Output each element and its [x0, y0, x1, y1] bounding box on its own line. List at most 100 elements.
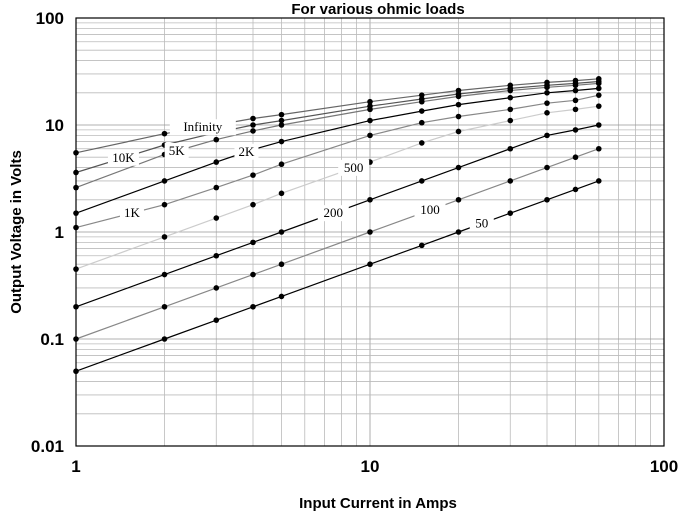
data-point [455, 93, 462, 100]
series-labels: Infinity 10K 5K 2K 1K 500 200 100 50 [107, 119, 494, 232]
series-label-box [164, 143, 189, 160]
data-point [278, 122, 285, 128]
series-label-10k: 10K [107, 149, 139, 166]
data-point [73, 266, 79, 272]
data-point [367, 117, 373, 124]
data-point [507, 210, 514, 216]
y-tick-label: 0.1 [40, 330, 64, 349]
series-label-box [119, 205, 144, 222]
data-point [507, 145, 514, 152]
data-point [367, 132, 373, 139]
data-point [544, 132, 550, 139]
series-label-box [169, 119, 236, 136]
x-tick-label: 10 [361, 457, 380, 476]
data-point [572, 87, 579, 94]
data-point [250, 172, 256, 178]
series-label-1k: 1K [119, 205, 144, 222]
chart-title: For various ohmic loads [291, 1, 464, 18]
data-point [278, 293, 285, 300]
y-tick-label: 0.01 [31, 437, 64, 456]
data-point [73, 303, 79, 310]
series-lines [75, 78, 600, 372]
data-point [278, 229, 285, 235]
data-point [250, 239, 256, 246]
series-label-5k: 5K [164, 143, 189, 160]
series-label-box [107, 149, 139, 166]
data-point [418, 108, 425, 114]
data-point [418, 140, 425, 146]
series-line-1k [75, 94, 599, 229]
series-label-box [414, 202, 446, 219]
data-point [213, 215, 220, 221]
data-point [595, 122, 602, 128]
data-point [367, 196, 373, 203]
data-point [595, 92, 602, 98]
series-label-text: 500 [344, 160, 364, 175]
data-point [544, 164, 550, 171]
data-point [455, 128, 462, 135]
data-point [418, 178, 425, 184]
data-point [161, 303, 168, 310]
x-tick-label: 100 [650, 457, 678, 476]
series-label-text: 2K [239, 144, 256, 159]
y-tick-label: 100 [36, 9, 64, 28]
data-point [572, 186, 579, 193]
series-label-500: 500 [338, 159, 370, 176]
x-tick-labels: 1 10 100 [71, 457, 678, 476]
series-line-100 [75, 148, 600, 340]
data-point [250, 271, 256, 278]
data-point [73, 368, 79, 375]
y-tick-label: 10 [45, 116, 64, 135]
series-label-box [469, 215, 494, 232]
data-point [572, 97, 579, 104]
series-label-200: 200 [317, 205, 349, 222]
data-point [544, 89, 550, 96]
data-point [250, 303, 256, 310]
data-point [161, 271, 168, 278]
y-tick-label: 1 [55, 223, 64, 242]
plot-frame-border [75, 17, 665, 447]
data-point [161, 234, 168, 240]
data-point [418, 242, 425, 249]
series-label-infinity: Infinity [169, 119, 236, 136]
data-point [595, 80, 602, 87]
series-label-box [317, 205, 349, 222]
data-point [544, 196, 550, 203]
data-point [455, 101, 462, 108]
data-point [367, 261, 373, 268]
series-line-5k [75, 82, 599, 189]
data-point [595, 145, 602, 152]
data-point [507, 94, 514, 101]
data-point [278, 111, 285, 118]
series-line-200 [75, 124, 599, 308]
data-point [278, 161, 285, 168]
series-line-2k [75, 87, 599, 214]
series-label-text: 100 [420, 202, 440, 217]
series-label-text: Infinity [183, 119, 222, 134]
data-point [595, 178, 602, 184]
data-point [250, 115, 256, 122]
data-point [161, 336, 168, 342]
plot-frame [75, 17, 665, 447]
data-point [507, 117, 514, 124]
data-point [73, 149, 79, 156]
data-point [278, 190, 285, 197]
series-label-text: 10K [112, 150, 135, 165]
data-point [572, 154, 579, 161]
data-point [572, 82, 579, 89]
data-point [73, 169, 79, 176]
data-point [250, 128, 256, 134]
data-point [278, 117, 285, 124]
data-point [595, 103, 602, 109]
data-point [213, 317, 220, 323]
data-point [161, 178, 168, 184]
series-label-text: 5K [169, 143, 186, 158]
data-point [213, 136, 220, 143]
data-point [418, 119, 425, 126]
x-axis-title: Input Current in Amps [299, 495, 457, 512]
data-point [213, 285, 220, 291]
data-point [455, 196, 462, 203]
data-point [544, 110, 550, 116]
data-point [278, 261, 285, 268]
data-point [507, 87, 514, 94]
